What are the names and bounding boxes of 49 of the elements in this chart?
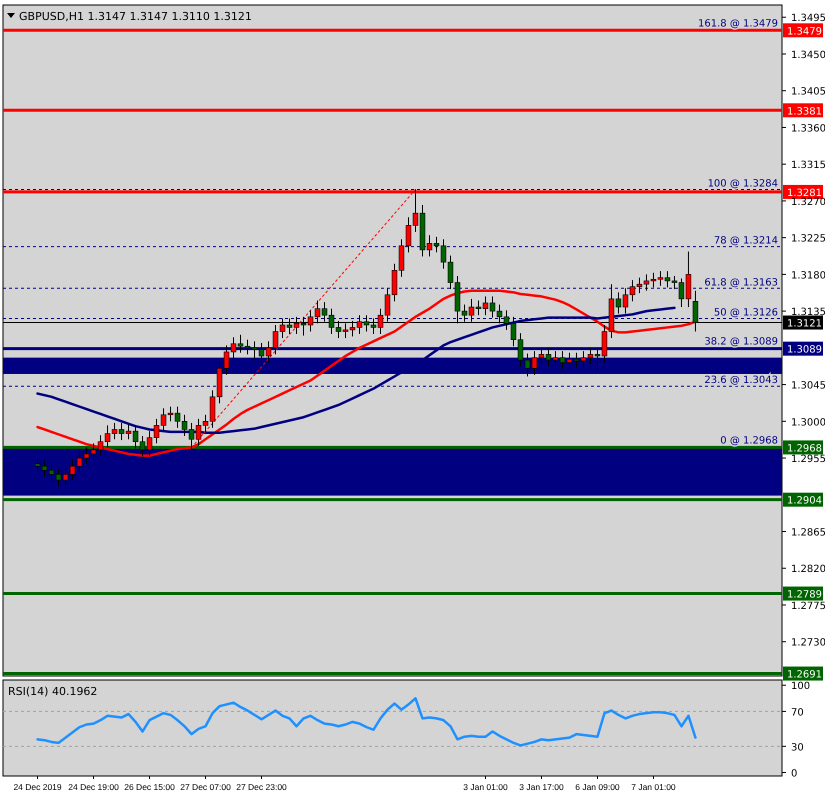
y-tick-label: 1.3315 [791,160,825,172]
x-tick-label: 7 Jan 01:00 [631,782,676,792]
annotation: 38.2 @ 1.3089 [704,336,778,348]
y-tick-label: 1.3135 [791,307,825,318]
ref-line-label: 61.8 @ 1.3163 [704,277,778,288]
ref-line-label: 1.3381 [787,106,822,118]
ref-line-label: 1.3479 [787,26,822,38]
x-tick-label: 27 Dec 07:00 [180,782,232,792]
ref-line-label: 1.2789 [787,590,822,601]
annotation: 161.8 @ 1.3479 [698,18,778,30]
ref-line-label: 1.2904 [787,496,822,507]
y-tick-label: 70 [791,707,804,718]
y-tick-label: 1.3225 [791,234,825,245]
ref-line-label: 100 @ 1.3284 [708,178,778,190]
x-tick-label: 3 Jan 01:00 [463,782,508,792]
ref-line-label: 1.3121 [787,318,822,330]
y-tick-label: 100 [791,681,810,692]
x-tick-label: 24 Dec 2019 [13,782,62,792]
y-tick-label: 1.3000 [791,417,825,428]
ref-line-label: 78 @ 1.3214 [714,236,778,247]
y-tick-label: 1.3495 [791,13,825,24]
ref-line-label: 1.2691 [787,670,822,681]
ref-line-label: 50 @ 1.3126 [714,307,778,318]
y-tick-label: 1.2955 [791,454,825,466]
text: GBPUSD,H1 1.3147 1.3147 1.3110 1.3121 [19,10,252,23]
y-tick-label: 30 [791,742,804,754]
y-tick-label: 1.2730 [791,638,825,649]
y-tick-label: 1.2820 [791,564,825,576]
ref-line-label: 1.2968 [787,443,822,454]
y-tick-label: 1.2775 [791,600,825,612]
x-tick-label: 26 Dec 15:00 [124,782,176,792]
x-tick-label: 6 Jan 09:00 [575,782,620,792]
x-tick-label: 24 Dec 19:00 [68,782,120,792]
x-tick-label: 27 Dec 23:00 [236,782,288,792]
y-tick-label: 0 [791,768,798,780]
y-tick-label: 1.3405 [791,86,825,98]
ref-line-label: 1.3089 [787,344,822,356]
y-tick-label: 1.3270 [791,196,825,208]
annotation: 0 @ 1.2968 [720,435,778,446]
y-tick-label: 1.3180 [791,270,825,282]
ref-line-label: 23.6 @ 1.3043 [704,375,778,386]
y-tick-label: 1.2865 [791,528,825,539]
y-tick-label: 1.3045 [791,380,825,392]
y-tick-label: 1.3360 [791,123,825,134]
ref-line-label: 1.3281 [787,188,822,199]
y-tick-label: 1.3450 [791,50,825,61]
line-series [36,697,697,747]
x-tick-label: 3 Jan 17:00 [519,782,564,792]
text: RSI(14) 40.1962 [8,685,98,698]
